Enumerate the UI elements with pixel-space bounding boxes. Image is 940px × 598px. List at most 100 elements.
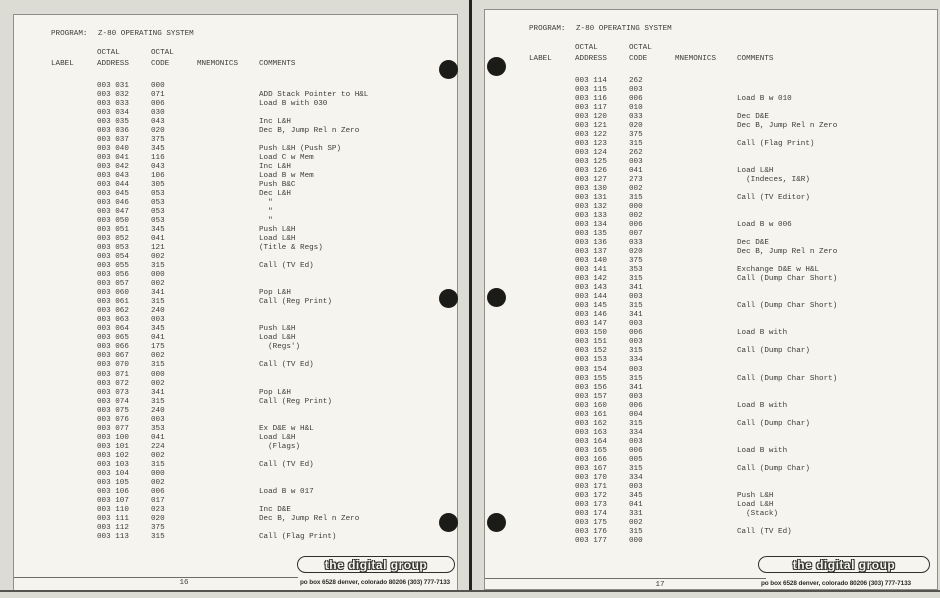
row-address: 003 052 bbox=[97, 235, 129, 244]
row-code: 033 bbox=[629, 239, 643, 248]
table-row: 003 036 020 Dec B, Jump Rel n Zero bbox=[51, 127, 446, 136]
row-code: 017 bbox=[151, 496, 165, 505]
row-comment bbox=[259, 371, 446, 380]
row-code: 007 bbox=[629, 230, 643, 239]
table-row: 003 130 002 bbox=[529, 185, 924, 194]
row-comment: Dec B, Jump Rel n Zero bbox=[737, 248, 838, 257]
footer-address: po box 6528 denver, colorado 80206 (303)… bbox=[761, 580, 911, 587]
row-comment: Push B&C bbox=[259, 181, 296, 190]
row-address: 003 076 bbox=[97, 415, 129, 424]
row-comment bbox=[737, 131, 924, 140]
row-address: 003 033 bbox=[97, 100, 129, 109]
row-comment bbox=[259, 271, 446, 280]
column-header-octal-address: OCTAL bbox=[575, 44, 598, 52]
row-code: 033 bbox=[629, 113, 643, 122]
row-address: 003 143 bbox=[575, 284, 607, 293]
row-comment: " bbox=[259, 208, 273, 217]
row-code: 002 bbox=[151, 451, 165, 460]
row-address: 003 062 bbox=[97, 307, 129, 316]
row-code: 030 bbox=[151, 109, 165, 118]
row-address: 003 173 bbox=[575, 500, 607, 509]
row-comment bbox=[259, 109, 446, 118]
program-title: Z-80 OPERATING SYSTEM bbox=[98, 30, 194, 38]
row-comment: Load B w 006 bbox=[737, 221, 792, 230]
row-comment: Call (TV Ed) bbox=[737, 527, 792, 536]
digital-group-logo-text: the digital group bbox=[792, 557, 896, 572]
row-address: 003 063 bbox=[97, 316, 129, 325]
row-code: 002 bbox=[151, 253, 165, 262]
row-code: 331 bbox=[629, 509, 643, 518]
row-address: 003 077 bbox=[97, 424, 129, 433]
row-address: 003 073 bbox=[97, 388, 129, 397]
table-row: 003 164 003 bbox=[529, 438, 924, 447]
row-code: 315 bbox=[629, 347, 643, 356]
row-code: 006 bbox=[629, 95, 643, 104]
row-address: 003 127 bbox=[575, 176, 607, 185]
table-row: 003 100 041 Load L&H bbox=[51, 434, 446, 443]
row-comment bbox=[259, 380, 446, 389]
row-comment: Call (Dump Char Short) bbox=[737, 302, 838, 311]
table-row: 003 141 353 Exchange D&E w H&L bbox=[529, 266, 924, 275]
row-address: 003 043 bbox=[97, 172, 129, 181]
row-code: 000 bbox=[151, 82, 165, 90]
table-row: 003 152 315 Call (Dump Char) bbox=[529, 347, 924, 356]
row-address: 003 152 bbox=[575, 347, 607, 356]
row-address: 003 141 bbox=[575, 266, 607, 275]
row-comment: ADD Stack Pointer to H&L bbox=[259, 91, 369, 100]
row-address: 003 151 bbox=[575, 338, 607, 347]
row-comment bbox=[737, 483, 924, 492]
listing-rows: 003 114 262 003 115 003 003 116 006 Load B w 0… bbox=[529, 77, 924, 546]
row-comment: Load L&H bbox=[737, 500, 774, 509]
row-code: 020 bbox=[151, 127, 165, 136]
row-address: 003 174 bbox=[575, 509, 607, 518]
program-label: PROGRAM: bbox=[51, 30, 88, 38]
table-row: 003 101 224 (Flags) bbox=[51, 443, 446, 452]
table-row: 003 054 002 bbox=[51, 253, 446, 262]
row-comment bbox=[737, 537, 924, 546]
row-comment: Dec B, Jump Rel n Zero bbox=[259, 514, 360, 523]
table-row: 003 073 341 Pop L&H bbox=[51, 389, 446, 398]
row-comment: Load L&H bbox=[737, 167, 774, 176]
table-row: 003 066 175 (Regs') bbox=[51, 343, 446, 352]
table-row: 003 102 002 bbox=[51, 452, 446, 461]
table-row: 003 103 315 Call (TV Ed) bbox=[51, 461, 446, 470]
table-row: 003 031 000 bbox=[51, 82, 446, 91]
row-code: 334 bbox=[629, 356, 643, 365]
row-address: 003 136 bbox=[575, 239, 607, 248]
row-address: 003 072 bbox=[97, 379, 129, 388]
row-address: 003 045 bbox=[97, 190, 129, 199]
row-address: 003 031 bbox=[97, 82, 129, 90]
table-row: 003 175 002 bbox=[529, 519, 924, 528]
row-address: 003 170 bbox=[575, 473, 607, 482]
row-code: 002 bbox=[151, 280, 165, 289]
row-comment: Inc L&H bbox=[259, 163, 291, 172]
table-row: 003 145 315 Call (Dump Char Short) bbox=[529, 302, 924, 311]
table-row: 003 105 002 bbox=[51, 479, 446, 488]
row-code: 262 bbox=[629, 77, 643, 85]
table-row: 003 127 273 (Indeces, I&R) bbox=[529, 176, 924, 185]
digital-group-logo: the digital group bbox=[758, 556, 930, 573]
table-row: 003 172 345 Push L&H bbox=[529, 492, 924, 501]
row-code: 341 bbox=[151, 388, 165, 397]
row-comment: Load B w 010 bbox=[737, 95, 792, 104]
column-header-comments: COMMENTS bbox=[259, 60, 296, 68]
row-code: 003 bbox=[629, 392, 643, 401]
table-row: 003 125 003 bbox=[529, 158, 924, 167]
row-address: 003 175 bbox=[575, 518, 607, 527]
row-code: 006 bbox=[629, 401, 643, 410]
row-code: 006 bbox=[629, 221, 643, 230]
column-header-octal-address: OCTAL bbox=[97, 49, 120, 57]
row-code: 002 bbox=[629, 518, 643, 527]
row-comment: " bbox=[259, 217, 273, 226]
row-comment bbox=[737, 230, 924, 239]
row-address: 003 054 bbox=[97, 253, 129, 262]
punch-hole bbox=[439, 513, 458, 532]
row-comment: Push L&H bbox=[259, 226, 296, 235]
row-address: 003 140 bbox=[575, 257, 607, 266]
row-address: 003 100 bbox=[97, 433, 129, 442]
row-comment bbox=[737, 366, 924, 375]
table-row: 003 134 006 Load B w 006 bbox=[529, 221, 924, 230]
row-code: 315 bbox=[629, 374, 643, 383]
row-address: 003 112 bbox=[97, 523, 129, 532]
table-row: 003 041 116 Load C w Mem bbox=[51, 154, 446, 163]
